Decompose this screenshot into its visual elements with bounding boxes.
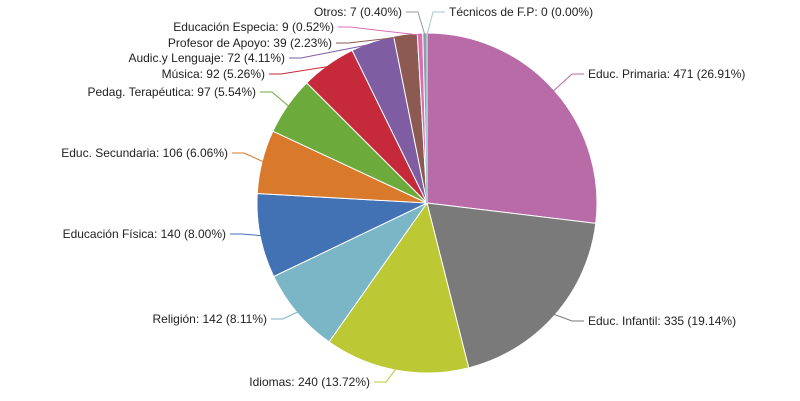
pie-slice-educ-infantil — [426, 202, 597, 369]
leader-line-profesor-de-apoyo — [336, 35, 406, 44]
slice-label-idiomas: Idiomas: 240 (13.72%) — [249, 375, 370, 389]
leader-line-educ-infantil — [552, 313, 584, 322]
slice-label-educ-secundaria: Educ. Secundaria: 106 (6.06%) — [61, 146, 228, 160]
leader-line-educ-secundaria — [232, 152, 265, 163]
slice-label-profesor-de-apoyo: Profesor de Apoyo: 39 (2.23%) — [168, 36, 332, 50]
slice-label-audic-y-lenguaje: Audic.y Lenguaje: 72 (4.11%) — [128, 51, 285, 65]
slice-label-religion: Religión: 142 (8.11%) — [152, 312, 267, 326]
slice-label-musica: Música: 92 (5.26%) — [162, 67, 265, 81]
leader-line-religion — [271, 311, 299, 320]
slice-label-educ-primaria: Educ. Primaria: 471 (26.91%) — [588, 67, 745, 81]
leader-line-audic-y-lenguaje — [289, 43, 374, 59]
leader-line-educacion-especia — [338, 26, 421, 36]
leader-line-pedag-terapeutica — [260, 91, 290, 108]
leader-line-tecnicos-de-f-p — [426, 11, 445, 36]
slice-label-educ-infantil: Educ. Infantil: 335 (19.14%) — [588, 314, 736, 328]
slice-label-otros: Otros: 7 (0.40%) — [314, 5, 402, 19]
leader-line-musica — [269, 65, 330, 75]
slice-label-educacion-especia: Educación Especia: 9 (0.52%) — [173, 20, 334, 34]
slice-label-pedag-terapeutica: Pedag. Terapéutica: 97 (5.54%) — [87, 85, 256, 99]
slice-label-tecnicos-de-f-p: Técnicos de F.P: 0 (0.00%) — [449, 5, 593, 19]
pie-slice-educ-primaria — [426, 32, 598, 224]
leader-line-educacion-fisica — [230, 233, 263, 237]
leader-line-otros — [406, 11, 426, 36]
slice-label-educacion-fisica: Educación Física: 140 (8.00%) — [63, 227, 226, 241]
pie-slice-idiomas — [328, 201, 470, 374]
leader-line-educ-primaria — [552, 73, 584, 92]
leader-line-idiomas — [374, 367, 397, 383]
